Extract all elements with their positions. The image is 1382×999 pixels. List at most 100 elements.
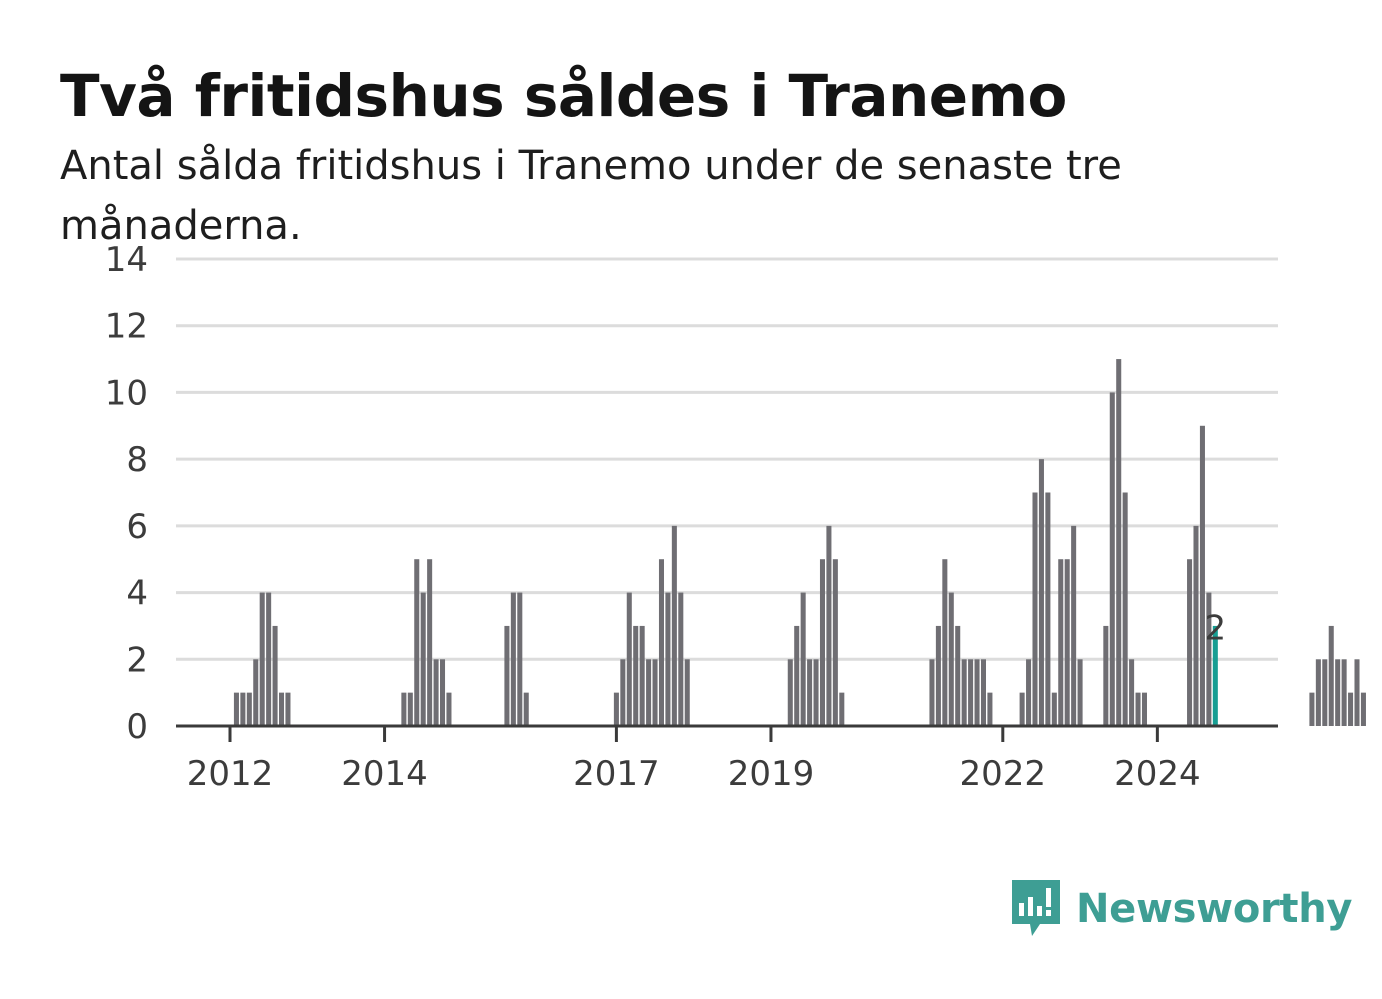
bar: [839, 692, 845, 726]
bar: [1045, 492, 1051, 726]
y-tick-label: 12: [105, 307, 148, 347]
bar: [613, 692, 619, 726]
bar: [639, 625, 645, 726]
bar: [961, 659, 967, 726]
y-tick-label: 14: [105, 240, 148, 280]
bar: [974, 659, 980, 726]
x-tick-label: 2019: [728, 754, 815, 794]
bar: [819, 559, 825, 726]
bar: [968, 659, 974, 726]
bar: [1103, 625, 1109, 726]
bar: [935, 625, 941, 726]
bar: [794, 625, 800, 726]
bar: [433, 659, 439, 726]
bar: [633, 625, 639, 726]
bar: [800, 592, 806, 726]
bar: [440, 659, 446, 726]
bar: [807, 659, 813, 726]
chart-title: Två fritidshus såldes i Tranemo: [60, 62, 1067, 130]
bar: [987, 692, 993, 726]
bar: [517, 592, 523, 726]
y-tick-label: 6: [126, 507, 148, 547]
bar: [1019, 692, 1025, 726]
bar: [285, 692, 291, 726]
bar: [1341, 659, 1347, 726]
y-tick-label: 4: [126, 574, 148, 614]
bar: [1135, 692, 1141, 726]
bar: [414, 559, 420, 726]
bar: [1354, 659, 1360, 726]
bar: [929, 659, 935, 726]
bar: [948, 592, 954, 726]
bar: [1309, 692, 1315, 726]
bar: [1071, 525, 1077, 726]
bar: [1129, 659, 1135, 726]
newsworthy-logo[interactable]: Newsworthy: [1010, 878, 1353, 940]
y-tick-label: 0: [126, 707, 148, 747]
bar: [620, 659, 626, 726]
bar: [652, 659, 658, 726]
x-axis-ticks: 2012 2014 2017 2019 2022 2024: [187, 726, 1201, 794]
bar: [826, 525, 832, 726]
y-tick-label: 8: [126, 440, 148, 480]
bar: [1206, 592, 1212, 726]
bar: [407, 692, 413, 726]
bar: [523, 692, 529, 726]
bar: [1199, 425, 1205, 726]
bar: [955, 625, 961, 726]
bar: [942, 559, 948, 726]
bar: [1335, 659, 1341, 726]
bar: [678, 592, 684, 726]
x-tick-label: 2012: [187, 754, 274, 794]
bar: [1122, 492, 1128, 726]
y-tick-label: 2: [126, 640, 148, 680]
bar: [1064, 559, 1070, 726]
y-axis-tick-labels: 0 2 4 6 8 10 12 14: [105, 240, 148, 747]
x-tick-label: 2024: [1114, 754, 1201, 794]
bar: [665, 592, 671, 726]
bar: [1077, 659, 1083, 726]
bar: [1032, 492, 1038, 726]
bar: [832, 559, 838, 726]
bar: [1109, 392, 1115, 726]
bar: [272, 625, 278, 726]
bar: [1141, 692, 1147, 726]
bar: [233, 692, 239, 726]
y-tick-label: 10: [105, 373, 148, 413]
bar: [1193, 525, 1199, 726]
bar: [1058, 559, 1064, 726]
bar: [446, 692, 452, 726]
bar: [427, 559, 433, 726]
bar: [1051, 692, 1057, 726]
bar: [504, 625, 510, 726]
bar: [684, 659, 690, 726]
bar: [420, 592, 426, 726]
brand-name: Newsworthy: [1076, 886, 1353, 932]
bar: [1328, 625, 1334, 726]
highlight-bar: [1212, 625, 1218, 726]
bar: [1187, 559, 1193, 726]
bar: [671, 525, 677, 726]
bar: [1360, 692, 1366, 726]
x-tick-label: 2022: [960, 754, 1047, 794]
bar: [279, 692, 285, 726]
bar: [253, 659, 259, 726]
bar: [980, 659, 986, 726]
bar: [401, 692, 407, 726]
bar: [510, 592, 516, 726]
chart-subtitle: Antal sålda fritidshus i Tranemo under d…: [60, 143, 1122, 249]
bar: [1315, 659, 1321, 726]
bars: [233, 359, 1366, 726]
bar: [626, 592, 632, 726]
bar: [787, 659, 793, 726]
gridlines: [176, 257, 1278, 661]
bar: [658, 559, 664, 726]
highlight-value-label: 2: [1204, 608, 1226, 648]
bar: [1116, 359, 1122, 726]
bar: [1348, 692, 1354, 726]
bar: [246, 692, 252, 726]
bar: [1322, 659, 1328, 726]
bar: [266, 592, 272, 726]
bar: [813, 659, 819, 726]
